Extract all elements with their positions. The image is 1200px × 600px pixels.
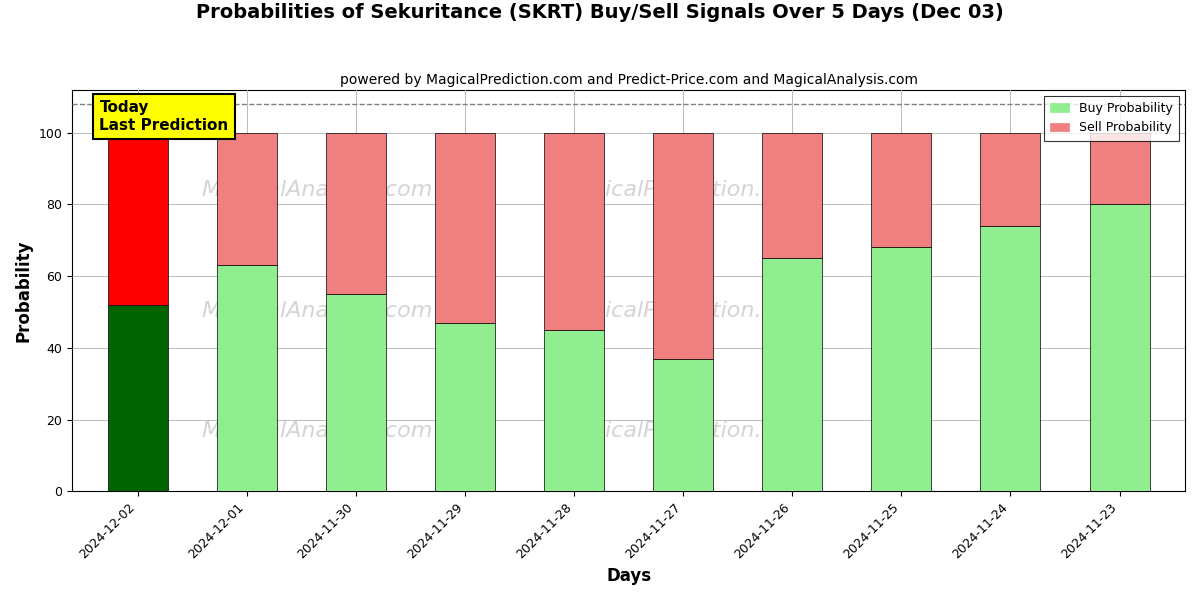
X-axis label: Days: Days [606, 567, 652, 585]
Bar [326, 133, 386, 294]
Text: MagicalAnalysis.com: MagicalAnalysis.com [202, 301, 433, 320]
Bar [762, 133, 822, 258]
Text: MagicalPrediction.com: MagicalPrediction.com [559, 421, 810, 441]
Bar [434, 323, 494, 491]
Bar [108, 305, 168, 491]
Bar [1090, 205, 1150, 491]
Bar [871, 247, 931, 491]
Text: MagicalPrediction.com: MagicalPrediction.com [559, 180, 810, 200]
Text: MagicalPrediction.com: MagicalPrediction.com [559, 301, 810, 320]
Title: powered by MagicalPrediction.com and Predict-Price.com and MagicalAnalysis.com: powered by MagicalPrediction.com and Pre… [340, 73, 918, 87]
Text: MagicalAnalysis.com: MagicalAnalysis.com [202, 421, 433, 441]
Bar [762, 258, 822, 491]
Text: MagicalAnalysis.com: MagicalAnalysis.com [202, 180, 433, 200]
Legend: Buy Probability, Sell Probability: Buy Probability, Sell Probability [1044, 96, 1178, 140]
Bar [434, 133, 494, 323]
Bar [871, 133, 931, 247]
Bar [653, 133, 713, 359]
Text: Today
Last Prediction: Today Last Prediction [100, 100, 229, 133]
Bar [217, 133, 277, 265]
Bar [544, 330, 604, 491]
Bar [653, 359, 713, 491]
Bar [544, 133, 604, 330]
Y-axis label: Probability: Probability [16, 239, 34, 342]
Bar [1090, 133, 1150, 205]
Bar [108, 133, 168, 305]
Bar [217, 265, 277, 491]
Bar [326, 294, 386, 491]
Text: Probabilities of Sekuritance (SKRT) Buy/Sell Signals Over 5 Days (Dec 03): Probabilities of Sekuritance (SKRT) Buy/… [196, 3, 1004, 22]
Bar [980, 226, 1040, 491]
Bar [980, 133, 1040, 226]
